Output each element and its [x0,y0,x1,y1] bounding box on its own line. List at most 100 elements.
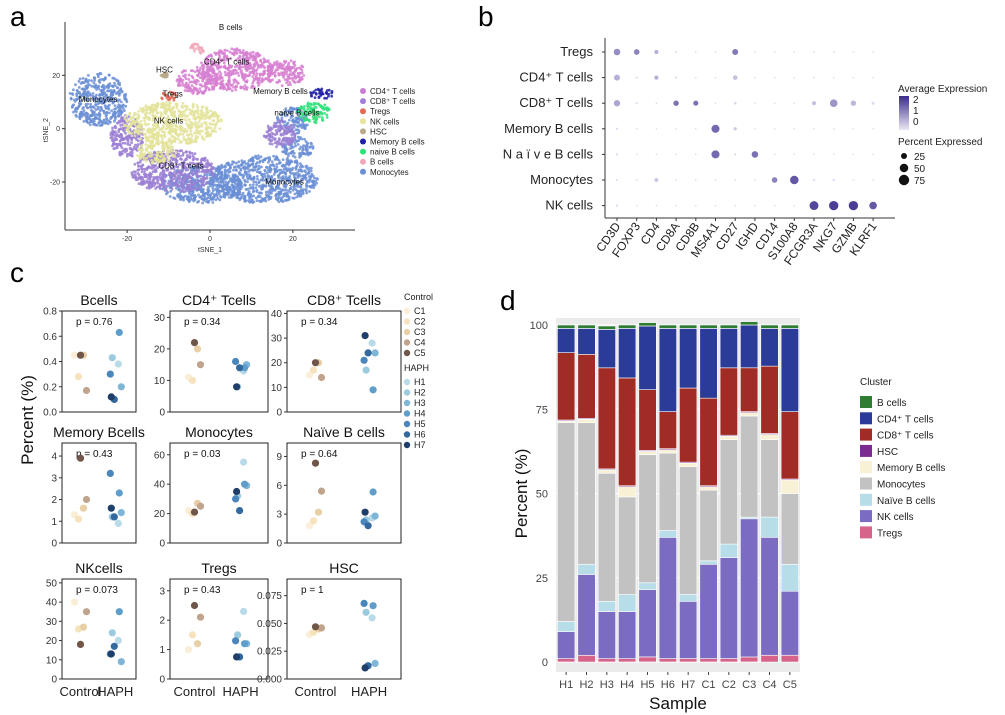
tsne-point [134,178,138,182]
haph-point [236,507,244,515]
tsne-point [122,149,125,153]
bar-segment-bcells [638,322,657,327]
tsne-point [239,85,243,89]
panel-label-a: a [10,1,26,32]
bar-segment-navebcells [679,594,698,602]
tsne-point [172,167,176,171]
tsne-point [201,117,204,120]
dotplot-dot [655,102,658,105]
tsne-point [84,103,88,106]
tsne-point [288,111,292,115]
tsne-point [94,100,97,104]
tsne-point [191,104,195,108]
tsne-point [267,158,271,162]
tsne-point [246,167,250,171]
tsne-point [281,175,285,178]
tsne-point [301,190,305,194]
tsne-legend-swatch [360,108,366,115]
tsne-point [255,157,259,161]
bar-segment-tregs [557,658,576,663]
tsne-point [257,167,261,170]
tsne-point [310,179,314,183]
subplot-y-tick-label: 60 [154,450,166,461]
tsne-point [279,161,282,165]
tsne-point [296,80,300,84]
tsne-point [139,141,143,145]
dotplot-dot [734,204,737,207]
dotplot-size-legend-title: Percent Expressed [898,137,983,148]
tsne-point [305,143,309,146]
subplot-title: Memory Bcells [53,424,145,440]
tsne-point [220,184,223,188]
tsne-point [223,195,227,199]
tsne-point [127,152,131,156]
tsne-point [285,65,289,69]
tsne-legend-label: Monocytes [370,168,409,177]
tsne-point [225,162,229,165]
tsne-point [129,122,133,125]
tsne-point [295,180,299,184]
tsne-point [98,71,102,75]
tsne-point [289,190,292,194]
tsne-point [179,157,182,161]
tsne-point [314,179,317,183]
tsne-point [69,96,73,100]
tsne-point [173,177,177,181]
tsne-legend-swatch [360,168,366,175]
tsne-point [190,170,194,174]
tsne-point [265,181,269,185]
tsne-point [214,169,218,173]
bar-segment-bcells [760,324,779,329]
dotplot-dot [711,124,720,133]
dotplot-size-legend-label: 75 [914,176,926,187]
tsne-point [149,141,153,145]
haph-point [115,328,123,337]
tsne-point [219,195,223,199]
tsne-point [115,92,118,95]
tsne-point [191,158,195,162]
dotplot-row-label: Monocytes [530,172,593,187]
tsne-point [115,138,119,141]
tsne-point [236,165,240,169]
tsne-point [202,188,205,191]
dotplot-dot [793,204,796,207]
tsne-point [144,159,148,163]
tsne-point [306,179,309,183]
tsne-point [233,177,237,181]
tsne-point [261,176,265,180]
bar-legend-swatch [860,396,872,408]
tsne-point [284,175,288,178]
tsne-point [193,195,197,199]
dotplot-dot [773,127,776,130]
tsne-point [185,156,189,159]
tsne-point [314,117,317,121]
tsne-point [289,178,293,182]
tsne-point [230,162,234,166]
tsne-point [275,162,279,166]
bar-legend-label: CD8⁺ T cells [877,431,934,442]
haph-point [107,504,115,512]
subplot-p-value: p = 0.76 [76,317,113,328]
tsne-point [298,147,302,151]
tsne-point [217,180,221,184]
tsne-point [297,120,300,124]
tsne-point [251,183,255,187]
tsne-point [251,159,255,162]
tsne-point [324,91,328,94]
tsne-point [154,138,158,142]
tsne-point [225,193,229,196]
tsne-legend-swatch [360,138,366,145]
tsne-point [91,92,95,95]
tsne-x-tick-label: 20 [289,236,297,243]
tsne-point [215,175,219,179]
tsne-point [288,181,291,184]
tsne-point [113,84,117,87]
tsne-point [313,183,317,187]
tsne-legend-swatch [360,98,366,105]
tsne-point [298,180,302,184]
tsne-point [139,107,142,111]
group-label: HAPH [351,684,387,699]
tsne-point [238,190,241,194]
